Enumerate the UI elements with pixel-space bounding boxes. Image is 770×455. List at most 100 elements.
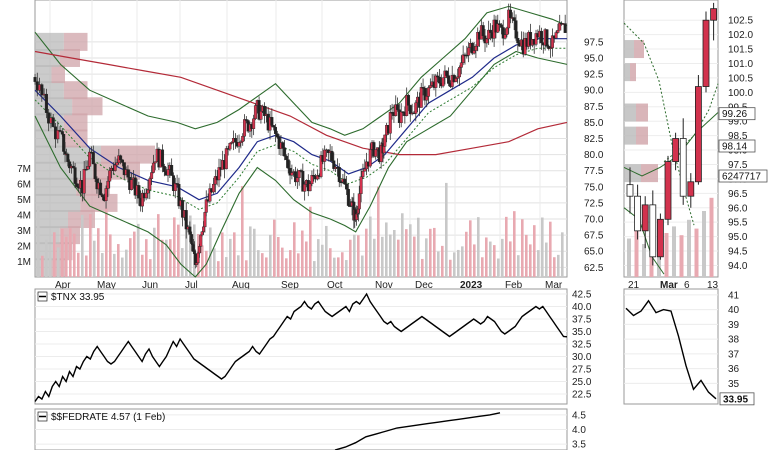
volume-bar bbox=[469, 220, 472, 277]
volume-bar bbox=[133, 231, 136, 277]
volume-bar bbox=[357, 235, 360, 277]
volume-bar bbox=[181, 248, 184, 277]
volume-bar bbox=[385, 222, 388, 277]
candle-body bbox=[505, 27, 509, 35]
main-xtick-label: Mar bbox=[545, 280, 563, 291]
fed-ytick-label: 3.5 bbox=[572, 440, 586, 450]
candle-body bbox=[40, 84, 44, 96]
candle-body bbox=[459, 62, 463, 68]
candle-body bbox=[295, 177, 299, 183]
volume-bar bbox=[545, 242, 548, 277]
candle-body bbox=[137, 185, 141, 199]
volume-bar bbox=[313, 261, 316, 277]
zoom-candle-body bbox=[702, 19, 710, 87]
volume-bar bbox=[457, 249, 460, 277]
candle-body bbox=[237, 142, 241, 147]
candle-body bbox=[357, 193, 361, 210]
candle-body bbox=[472, 50, 476, 54]
candle-body bbox=[146, 189, 150, 194]
volume-bar bbox=[297, 253, 300, 277]
volume-bar bbox=[165, 239, 168, 277]
candle-body bbox=[394, 104, 398, 116]
candle-body bbox=[171, 175, 175, 191]
volume-bar bbox=[277, 236, 280, 277]
zoom-candle-body bbox=[687, 181, 695, 197]
candle-body bbox=[275, 133, 279, 138]
main-xtick-label: Dec bbox=[415, 280, 433, 291]
zoom-candle-body bbox=[672, 138, 679, 162]
candle-body bbox=[286, 159, 290, 169]
volume-bar bbox=[449, 259, 452, 277]
volume-bar bbox=[521, 219, 524, 277]
main-ytick-label: 65.0 bbox=[584, 247, 604, 258]
volume-bar bbox=[237, 255, 240, 277]
zoom-volume-bar bbox=[627, 238, 631, 277]
main-ytick-label: 97.5 bbox=[584, 37, 604, 48]
volume-bar bbox=[101, 253, 104, 277]
zoom-profile-gray bbox=[624, 164, 641, 183]
volume-bar bbox=[273, 219, 276, 277]
zoom-profile-red bbox=[636, 103, 648, 122]
volume-bar bbox=[485, 237, 488, 277]
volume-profile-bar-red bbox=[63, 113, 88, 132]
volume-bar bbox=[65, 236, 68, 277]
volume-ytick-label: 6M bbox=[17, 180, 31, 191]
zoom-profile-red bbox=[636, 126, 648, 145]
candle-body bbox=[224, 148, 228, 170]
candle-body bbox=[465, 54, 469, 57]
candle-body bbox=[244, 119, 248, 121]
volume-profile-bar-red bbox=[63, 129, 88, 148]
tnx-panel: 22.5 25.027.5 30.032.5 35.037.5 40.042.5 $TNX… bbox=[34, 288, 592, 405]
candle-body bbox=[173, 183, 177, 191]
volume-bar bbox=[413, 236, 416, 277]
candle-body bbox=[549, 47, 553, 49]
zoom-profile-gray bbox=[624, 63, 630, 82]
candle-body bbox=[488, 29, 492, 33]
volume-bar bbox=[417, 217, 420, 277]
candle-body bbox=[93, 163, 97, 180]
candle-body bbox=[213, 176, 217, 185]
tnx-ytick-label: 30.0 bbox=[572, 352, 592, 363]
main-xtick-label: Oct bbox=[327, 280, 343, 291]
main-xtick-label: May bbox=[97, 280, 116, 291]
candle-body bbox=[148, 178, 152, 191]
zoom-volume-bar bbox=[709, 197, 714, 277]
candle-body bbox=[346, 188, 350, 206]
candle-body bbox=[396, 104, 400, 110]
tnx-zoom-ytick-label: 40 bbox=[728, 305, 740, 316]
volume-bar bbox=[509, 241, 512, 277]
volume-profile-bar-gray bbox=[35, 32, 64, 51]
fed-ytick-label: 4.5 bbox=[572, 410, 586, 421]
candle-body bbox=[308, 183, 312, 192]
candle-body bbox=[108, 170, 112, 182]
candle-body bbox=[270, 117, 274, 126]
candle-body bbox=[122, 162, 126, 176]
volume-bar bbox=[261, 253, 264, 277]
volume-bar bbox=[245, 260, 248, 277]
candle-body bbox=[470, 42, 474, 54]
candle-body bbox=[474, 46, 478, 51]
volume-bar bbox=[373, 238, 376, 277]
volume-bar bbox=[421, 258, 424, 277]
candle-body bbox=[343, 178, 347, 185]
main-xtick-label: 2023 bbox=[460, 280, 483, 291]
candle-body bbox=[202, 226, 206, 232]
zoom-profile-gray bbox=[624, 126, 636, 145]
zoom-xtick-label: 6 bbox=[684, 280, 690, 291]
zoom-profile-red bbox=[641, 164, 658, 183]
main-xtick-label: Aug bbox=[232, 280, 250, 291]
main-ytick-label: 70.0 bbox=[584, 215, 604, 226]
candle-body bbox=[71, 165, 75, 168]
volume-bar bbox=[393, 229, 396, 277]
candle-body bbox=[100, 194, 104, 198]
volume-profile-bar-red bbox=[72, 97, 103, 116]
candle-body bbox=[273, 126, 277, 134]
zoom-price-badge-text: 98.14 bbox=[722, 142, 747, 153]
candle-body bbox=[534, 33, 538, 45]
main-ytick-label: 75.0 bbox=[584, 182, 604, 193]
candle-body bbox=[195, 262, 199, 265]
candle-body bbox=[359, 176, 363, 194]
zoom-candle-body bbox=[634, 195, 641, 232]
candle-body bbox=[75, 183, 79, 187]
volume-bar bbox=[557, 254, 560, 277]
